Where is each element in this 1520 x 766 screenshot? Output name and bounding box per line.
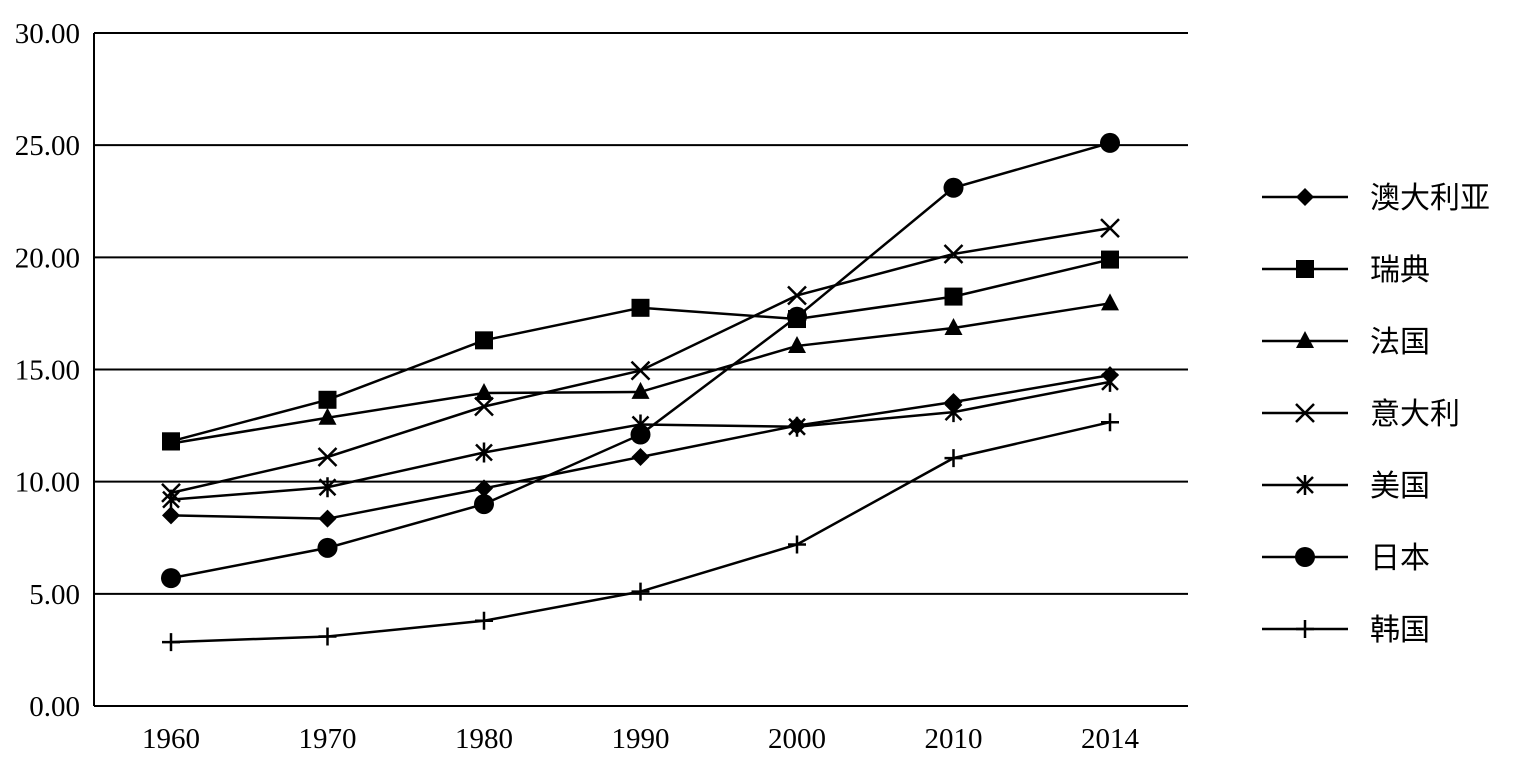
legend-marker-x <box>1295 403 1315 423</box>
y-tick-label: 20.00 <box>15 242 80 274</box>
series-circle <box>161 132 1120 589</box>
legend-label: 澳大利亚 <box>1370 181 1490 216</box>
data-point-asterisk <box>788 416 806 437</box>
data-point-x <box>787 285 807 306</box>
data-point-x <box>1100 218 1120 239</box>
y-tick-labels: 0.00 5.00 10.00 15.00 20.00 25.00 30.00 <box>15 18 80 723</box>
x-tick-label: 1990 <box>612 723 670 755</box>
data-point-x <box>474 396 494 417</box>
data-point-circle <box>787 306 807 327</box>
legend-label: 韩国 <box>1370 613 1430 648</box>
legend-entry: 法国 <box>1262 325 1430 360</box>
data-point-diamond <box>162 506 180 525</box>
data-point-x <box>630 360 651 381</box>
x-tick-label: 1970 <box>299 723 357 755</box>
series-triangle <box>162 293 1119 451</box>
axes <box>93 33 1188 707</box>
data-point-plus <box>1101 413 1119 432</box>
x-tick-label: 2014 <box>1081 723 1140 755</box>
data-point-plus <box>944 449 963 468</box>
y-tick-label: 5.00 <box>29 579 80 611</box>
data-point-circle <box>1100 132 1120 153</box>
data-point-triangle <box>162 433 180 451</box>
legend-entry: 韩国 <box>1262 613 1430 648</box>
legend-entry: 日本 <box>1262 541 1430 576</box>
series-line-square <box>170 258 1111 443</box>
series-diamond <box>162 366 1119 528</box>
legend-marker-plus <box>1296 620 1314 638</box>
y-tick-label: 0.00 <box>29 691 80 723</box>
data-point-plus <box>162 633 180 652</box>
data-point-diamond <box>475 479 493 498</box>
data-point-triangle <box>1101 293 1119 311</box>
legend-entry: 澳大利亚 <box>1262 181 1490 216</box>
legend-entry: 瑞典 <box>1262 253 1430 288</box>
data-point-plus <box>475 611 493 630</box>
data-point-triangle <box>475 383 493 401</box>
data-point-triangle <box>788 335 806 353</box>
data-point-square <box>631 298 650 317</box>
data-point-diamond <box>318 509 337 528</box>
legend-marker-diamond <box>1296 188 1314 206</box>
data-point-circle <box>474 494 494 515</box>
data-point-plus <box>788 535 806 554</box>
legend-marker-circle <box>1295 547 1315 567</box>
x-tick-label: 2010 <box>925 723 983 755</box>
data-point-diamond <box>631 447 650 466</box>
legend-marker-asterisk <box>1296 475 1314 495</box>
data-point-triangle <box>631 381 650 399</box>
data-point-triangle <box>944 317 963 335</box>
data-point-plus <box>318 627 337 646</box>
legend-label: 瑞典 <box>1370 253 1430 288</box>
data-point-plus <box>631 582 650 601</box>
series-plus <box>162 413 1119 652</box>
y-tick-label: 15.00 <box>15 355 80 387</box>
data-point-circle <box>161 568 181 589</box>
data-point-asterisk <box>475 442 493 463</box>
legend-label: 法国 <box>1370 325 1430 360</box>
legend-entry: 意大利 <box>1262 397 1460 432</box>
data-point-asterisk <box>1101 371 1119 392</box>
series-x <box>161 218 1120 503</box>
x-tick-label: 1980 <box>455 723 513 755</box>
data-point-circle <box>943 177 964 198</box>
legend-marker-triangle <box>1296 331 1314 348</box>
series-line-circle <box>170 141 1111 580</box>
data-point-asterisk <box>162 489 180 510</box>
data-point-circle <box>630 424 651 445</box>
x-tick-labels: 1960 1970 1980 1990 2000 2010 2014 <box>142 723 1140 755</box>
y-tick-label: 30.00 <box>15 18 80 50</box>
data-point-triangle <box>318 407 337 425</box>
y-tick-label: 25.00 <box>15 130 80 162</box>
data-point-square <box>944 287 963 306</box>
legend-marker-square <box>1296 260 1314 278</box>
data-point-x <box>317 447 338 467</box>
legend-entry: 美国 <box>1262 469 1430 504</box>
x-tick-label: 2000 <box>768 723 826 755</box>
data-point-asterisk <box>318 477 337 498</box>
data-point-square <box>318 390 337 409</box>
data-point-square <box>475 331 493 350</box>
series-lines <box>161 132 1120 652</box>
data-point-square <box>1101 250 1119 269</box>
data-point-circle <box>317 537 338 558</box>
y-tick-label: 10.00 <box>15 467 80 499</box>
series-asterisk <box>162 371 1119 510</box>
legend-label: 意大利 <box>1370 397 1460 432</box>
legend-label: 美国 <box>1370 469 1430 504</box>
data-point-x <box>943 244 964 264</box>
data-point-asterisk <box>944 402 963 423</box>
legend-label: 日本 <box>1370 541 1430 576</box>
x-tick-label: 1960 <box>142 723 200 755</box>
